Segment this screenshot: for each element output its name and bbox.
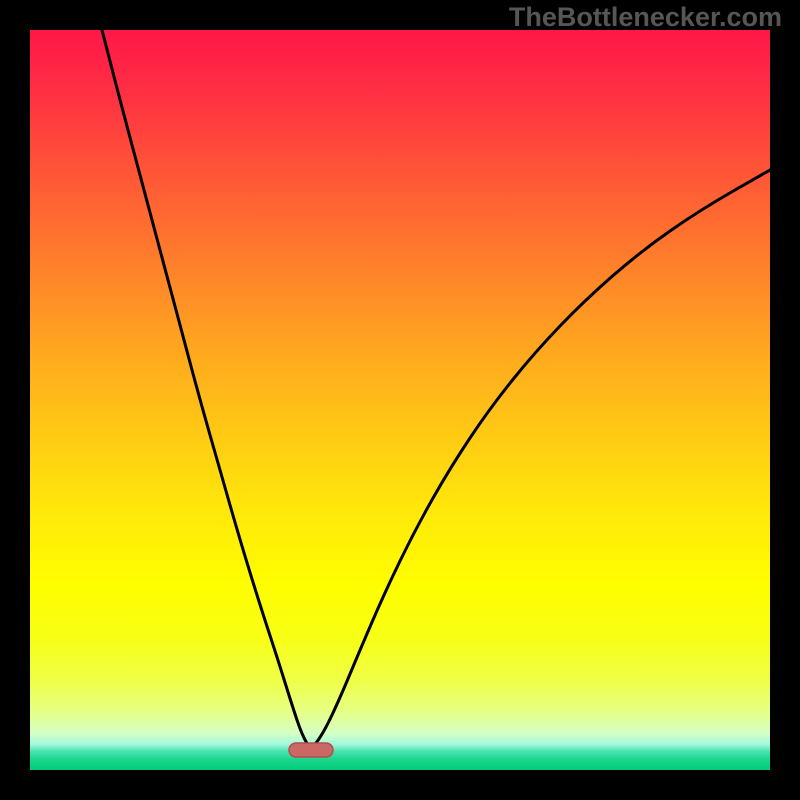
optimal-point-marker [289,743,333,757]
bottleneck-curve-chart [30,30,770,770]
watermark-text: TheBottlenecker.com [509,2,782,33]
chart-background [30,30,770,770]
chart-frame: TheBottlenecker.com [0,0,800,800]
